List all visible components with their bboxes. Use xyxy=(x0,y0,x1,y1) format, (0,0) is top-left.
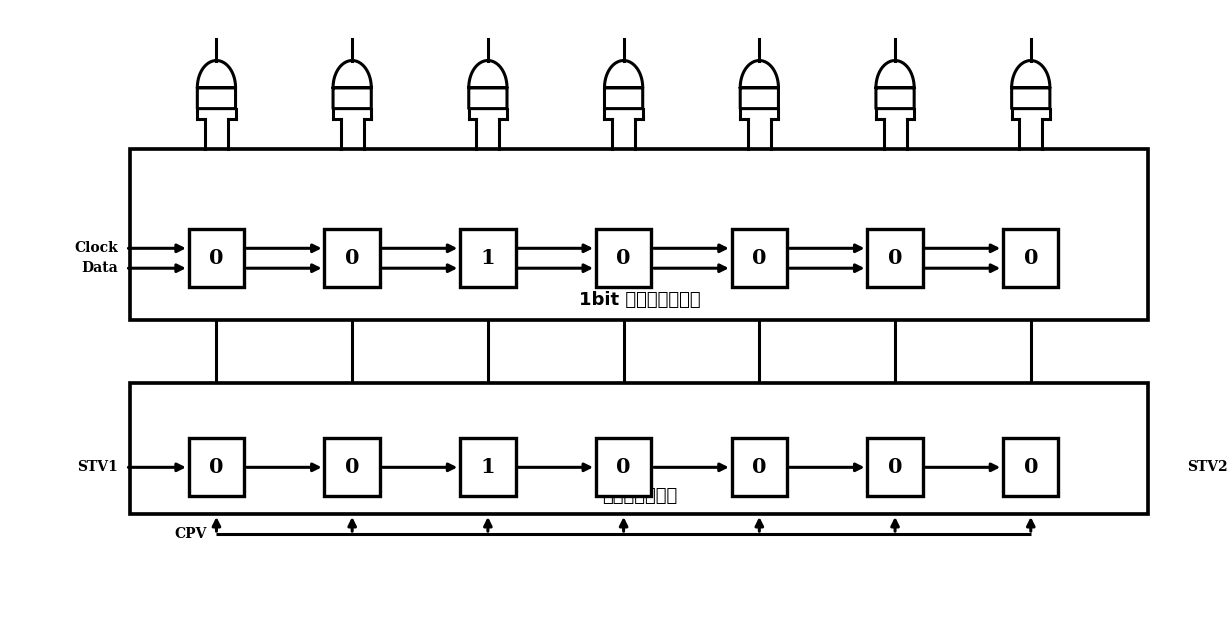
Text: Clock: Clock xyxy=(75,241,118,255)
Text: 1bit 资料缓冲器单元: 1bit 资料缓冲器单元 xyxy=(579,291,701,309)
Bar xyxy=(596,438,652,496)
Text: STV2: STV2 xyxy=(1188,461,1227,474)
Text: 1: 1 xyxy=(481,248,496,268)
Text: STV1: STV1 xyxy=(77,461,118,474)
Bar xyxy=(1002,229,1059,287)
Text: 0: 0 xyxy=(1023,248,1038,268)
Bar xyxy=(460,438,515,496)
Polygon shape xyxy=(740,60,778,108)
Bar xyxy=(324,438,380,496)
Bar xyxy=(130,149,1148,320)
Bar xyxy=(1002,438,1059,496)
Polygon shape xyxy=(876,60,914,108)
Bar xyxy=(460,229,515,287)
Bar xyxy=(324,229,380,287)
Text: 0: 0 xyxy=(1023,457,1038,478)
Bar xyxy=(731,229,787,287)
Bar xyxy=(867,438,923,496)
Text: 0: 0 xyxy=(616,457,631,478)
Text: 0: 0 xyxy=(888,248,902,268)
Polygon shape xyxy=(198,60,236,108)
Bar xyxy=(189,229,244,287)
Text: Data: Data xyxy=(81,261,118,275)
Bar xyxy=(731,438,787,496)
Text: 0: 0 xyxy=(616,248,631,268)
Text: 0: 0 xyxy=(345,248,360,268)
Polygon shape xyxy=(1011,60,1050,108)
Text: 0: 0 xyxy=(209,248,223,268)
Polygon shape xyxy=(605,60,643,108)
Text: 1: 1 xyxy=(481,457,496,478)
Text: 移位寄存器单元: 移位寄存器单元 xyxy=(601,487,677,505)
Bar xyxy=(130,382,1148,514)
Polygon shape xyxy=(469,60,507,108)
Text: 0: 0 xyxy=(888,457,902,478)
Bar xyxy=(189,438,244,496)
Polygon shape xyxy=(333,60,372,108)
Text: 0: 0 xyxy=(209,457,223,478)
Bar xyxy=(867,229,923,287)
Bar xyxy=(596,229,652,287)
Text: 0: 0 xyxy=(752,457,767,478)
Text: 0: 0 xyxy=(345,457,360,478)
Text: 0: 0 xyxy=(752,248,767,268)
Text: CPV: CPV xyxy=(174,527,207,541)
